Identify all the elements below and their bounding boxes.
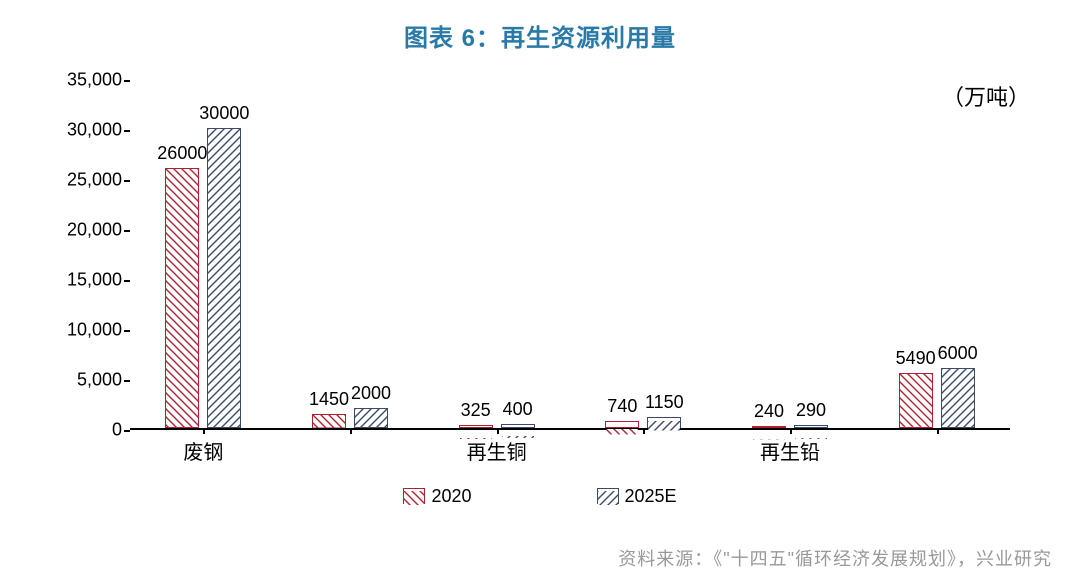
legend-item-2025e: 2025E (597, 486, 677, 507)
bar (501, 424, 535, 428)
bar-value-label: 740 (607, 396, 637, 417)
bar (207, 128, 241, 428)
y-tick-label: 35,000 (67, 70, 130, 91)
bar-value-label: 240 (754, 401, 784, 422)
bar-value-label: 2000 (351, 383, 391, 404)
y-tick-mark (124, 180, 130, 182)
bar (941, 368, 975, 428)
chart-container: （万吨） 05,00010,00015,00020,00025,00030,00… (40, 70, 1040, 510)
legend-label-2020: 2020 (431, 486, 471, 507)
y-tick-mark (124, 380, 130, 382)
x-axis-label: 废钢 (183, 428, 223, 465)
y-tick-label: 10,000 (67, 320, 130, 341)
y-tick-label: 30,000 (67, 120, 130, 141)
bar (899, 373, 933, 428)
legend-swatch-2025e (597, 488, 619, 504)
y-tick-mark (124, 330, 130, 332)
x-tick-mark (643, 428, 645, 434)
chart-title: 图表 6：再生资源利用量 (0, 0, 1080, 53)
bar-value-label: 400 (503, 399, 533, 420)
y-tick-mark (124, 280, 130, 282)
y-tick-label: 15,000 (67, 270, 130, 291)
y-tick-mark (124, 130, 130, 132)
bar-value-label: 1150 (645, 392, 684, 413)
bar (647, 417, 681, 429)
bar-value-label: 26000 (157, 143, 207, 164)
bar (459, 425, 493, 428)
bar (354, 408, 388, 428)
bar (794, 425, 828, 428)
legend-swatch-2020 (403, 488, 425, 504)
x-tick-mark (937, 428, 939, 434)
bar-value-label: 30000 (199, 103, 249, 124)
y-tick-label: 5,000 (77, 370, 130, 391)
x-tick-mark (350, 428, 352, 434)
legend-item-2020: 2020 (403, 486, 471, 507)
bar-value-label: 1450 (309, 389, 349, 410)
bar (605, 421, 639, 428)
y-tick-mark (124, 80, 130, 82)
bar (312, 414, 346, 429)
bar-value-label: 325 (461, 400, 491, 421)
y-tick-mark (124, 230, 130, 232)
y-tick-label: 25,000 (67, 170, 130, 191)
source-citation: 资料来源：《"十四五"循环经济发展规划》，兴业研究 (618, 545, 1052, 571)
x-axis-label: 再生铜 (467, 428, 527, 465)
bar (165, 168, 199, 428)
legend: 2020 2025E (40, 486, 1040, 511)
bar-value-label: 5490 (896, 348, 936, 369)
y-tick-label: 20,000 (67, 220, 130, 241)
x-axis-label: 再生铅 (760, 428, 820, 465)
plot-area: 05,00010,00015,00020,00025,00030,00035,0… (130, 80, 1010, 430)
bar-value-label: 6000 (938, 343, 978, 364)
bar-value-label: 290 (796, 400, 826, 421)
y-tick-mark (124, 430, 130, 432)
bar (752, 426, 786, 428)
legend-label-2025e: 2025E (625, 486, 677, 507)
